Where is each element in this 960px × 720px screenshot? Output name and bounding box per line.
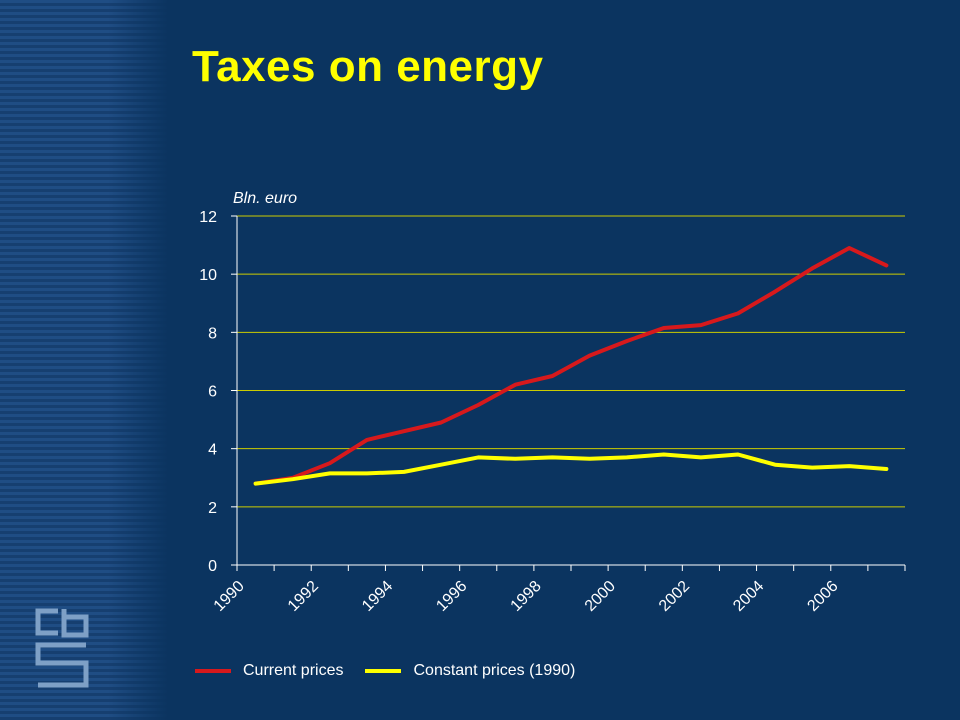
legend-swatch [195,669,231,673]
page-title: Taxes on energy [192,42,544,91]
x-tick-label: 2000 [582,578,619,615]
x-tick-label: 1990 [211,578,248,615]
x-tick-label: 2002 [656,578,693,615]
series-line-current-prices [253,246,889,486]
legend-item: Current prices [195,662,343,680]
x-tick-label: 2006 [804,578,841,615]
cbs-logo-icon [35,608,89,688]
y-tick-label: 4 [208,442,217,459]
x-tick-label: 1996 [433,578,470,615]
chart-legend: Current prices Constant prices (1990) [195,662,597,680]
legend-label: Constant prices (1990) [413,662,576,679]
y-tick-label: 8 [208,325,217,342]
series-line-constant-prices [253,452,889,486]
legend-label: Current prices [243,662,344,679]
y-tick-label: 0 [208,558,217,575]
x-tick-label: 2004 [730,578,767,615]
y-unit-label: Bln. euro [233,190,297,207]
line-chart: 0 2 4 6 8 10 12 1990 1992 1994 1996 1998 2000 2002 200… [199,190,906,615]
y-tick-label: 12 [199,209,217,226]
y-tick-label: 2 [208,500,217,517]
y-tick-label: 6 [208,384,217,401]
decorative-stripe-panel [0,0,168,720]
x-tick-label: 1994 [359,578,396,615]
legend-swatch [365,669,402,673]
x-tick-label: 1998 [508,578,545,615]
x-tick-label: 1992 [285,578,322,615]
legend-item: Constant prices (1990) [365,662,575,680]
y-tick-label: 10 [199,267,217,284]
